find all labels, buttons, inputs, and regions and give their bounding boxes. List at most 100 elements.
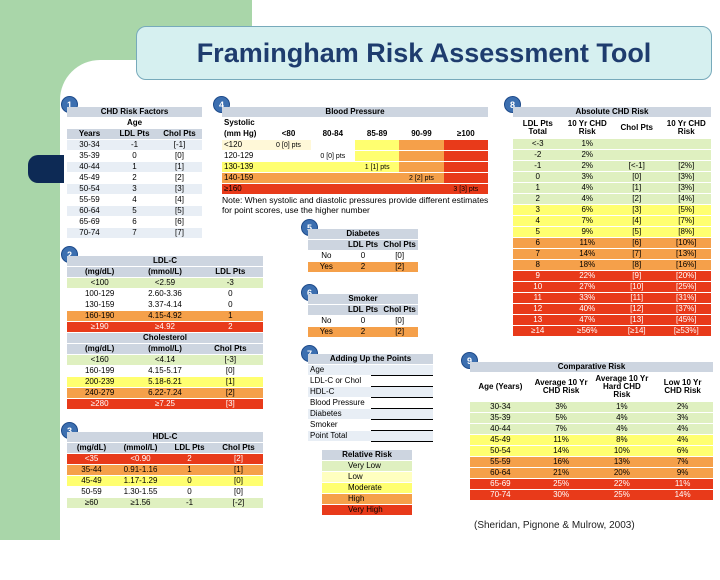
table-cell: 30-34 — [470, 401, 531, 413]
grid: CHD Risk Factors Age Years LDL Pts Chol Pts 3… — [67, 107, 202, 239]
table-cell — [310, 139, 355, 151]
table-cell — [370, 397, 433, 409]
table-cell: Chol Pts — [214, 442, 263, 454]
table-cell: ≥100 — [443, 128, 488, 140]
table-cell: [25%] — [661, 281, 711, 293]
table-cell: Diabetes — [308, 229, 418, 240]
table-cell: 50-59 — [67, 486, 116, 498]
table-cell: 40% — [562, 303, 612, 315]
table-cell: [0] — [612, 171, 662, 183]
table-row: -1 2% [<-1] [2%] — [513, 160, 711, 172]
table-row: 3 6% [3] [5%] — [513, 204, 711, 216]
table-cell: 3% — [652, 412, 713, 424]
table-cell: Chol Pts — [157, 128, 202, 140]
table-title: LDL-C — [67, 256, 263, 267]
table-cell — [266, 172, 311, 184]
table-cell: -1 — [112, 139, 157, 151]
table-cell: 4% — [562, 193, 612, 205]
table-cell: 0 — [197, 288, 263, 300]
table-cell: [4%] — [661, 193, 711, 205]
table-cell: [3%] — [661, 182, 711, 194]
navy-tab-decoration — [28, 155, 64, 183]
table-cell: Smoker — [308, 419, 371, 431]
table-cell: 8 — [513, 259, 563, 271]
table-cell: 3 — [112, 183, 157, 195]
table-row: No 0 [0] — [308, 250, 418, 262]
table-row: Very High — [322, 504, 412, 516]
table-row: ≥280 ≥7.25 [3] — [67, 398, 263, 410]
table-cell: 2 — [197, 321, 263, 333]
table-cell: Blood Pressure — [222, 107, 488, 118]
table-cell: 10 Yr CHD Risk — [661, 117, 711, 139]
table-cell — [308, 239, 345, 251]
table-cell: Very High — [322, 504, 412, 516]
smoker-table: Smoker LDL Pts Chol Pts No 0 [0] Yes 2 [2] — [308, 294, 418, 338]
header-row: (mg/dL) (mmol/L) Chol Pts — [67, 343, 263, 355]
header-row: Age (Years) Average 10 Yr CHD Risk Average… — [470, 372, 713, 402]
table-cell: 13% — [591, 456, 653, 468]
table-cell: [37%] — [661, 303, 711, 315]
table-row: 70-74 7 [7] — [67, 227, 202, 239]
table-cell: 45-49 — [67, 475, 116, 487]
table-cell: [1] — [214, 464, 263, 476]
table-cell — [370, 419, 433, 431]
table-cell: 8% — [591, 434, 653, 446]
table-cell: [10] — [612, 281, 662, 293]
table-cell: 4% — [591, 412, 653, 424]
table-cell: 2% — [562, 149, 612, 161]
table-cell: 6% — [562, 204, 612, 216]
table-cell: [2] — [197, 387, 263, 399]
table-cell: HDL-C — [67, 432, 263, 443]
table-cell: 18% — [562, 259, 612, 271]
table-cell: 11% — [652, 478, 713, 490]
table-cell: -1 — [165, 497, 214, 509]
header-row: (mm Hg) <80 80-84 85-89 90-99 ≥100 — [222, 128, 488, 140]
table-cell — [399, 139, 444, 151]
table-cell: [20%] — [661, 270, 711, 282]
table-cell: 1 — [197, 310, 263, 322]
table-cell: 6.22-7.24 — [132, 387, 198, 399]
header-row: LDL Pts Chol Pts — [308, 304, 418, 316]
table-cell: [2] — [214, 453, 263, 465]
table-cell: 11% — [562, 237, 612, 249]
table-cell: 30-34 — [67, 139, 112, 151]
table-cell: LDL Pts — [344, 304, 382, 316]
grid: Smoker LDL Pts Chol Pts No 0 [0] Yes 2 [2] — [308, 294, 418, 338]
table-cell: [-2] — [214, 497, 263, 509]
table-cell: 7 — [513, 248, 563, 260]
table-cell: Low 10 Yr CHD Risk — [652, 372, 713, 402]
table-cell: 5.18-6.21 — [132, 376, 198, 388]
grid: LDL-C (mg/dL) (mmol/L) LDL Pts <100 <2.59 -3 10… — [67, 256, 263, 410]
table-cell: [8%] — [661, 226, 711, 238]
table-cell: 9% — [652, 467, 713, 479]
table-cell: 22% — [562, 270, 612, 282]
table-row: 100-129 2.60-3.36 0 — [67, 288, 263, 300]
table-row: 65-69 25% 22% 11% — [470, 478, 713, 490]
table-cell: 200-239 — [67, 376, 133, 388]
table-cell: -1 — [513, 160, 563, 172]
table-row: 65-69 6 [6] — [67, 216, 202, 228]
table-cell: 47% — [562, 314, 612, 326]
header-row: Systolic — [222, 117, 488, 129]
table-cell: 9% — [562, 226, 612, 238]
table-cell — [370, 430, 433, 442]
table-cell: [<-1] — [612, 160, 662, 172]
table-cell: 2.60-3.36 — [132, 288, 198, 300]
table-row: <-3 1% — [513, 138, 711, 150]
table-cell: [7] — [612, 248, 662, 260]
table-cell — [266, 183, 311, 195]
table-cell: 0 — [197, 299, 263, 311]
grid: Comparative Risk Age (Years) Average 10 Yr… — [470, 362, 713, 501]
table-row: ≥14 ≥56% [≥14] [≥53%] — [513, 325, 711, 337]
table-cell — [443, 139, 488, 151]
table-cell: Yes — [308, 326, 345, 338]
table-row: Smoker — [308, 419, 433, 431]
table-row: 50-54 3 [3] — [67, 183, 202, 195]
table-cell — [354, 183, 400, 195]
table-cell: Age — [67, 117, 202, 129]
table-row: 30-34 3% 1% 2% — [470, 401, 713, 413]
table-cell: Point Total — [308, 430, 371, 442]
table-cell: 3.37-4.14 — [132, 299, 198, 311]
table-row: 45-49 11% 8% 4% — [470, 434, 713, 446]
table-cell: [0] — [214, 486, 263, 498]
